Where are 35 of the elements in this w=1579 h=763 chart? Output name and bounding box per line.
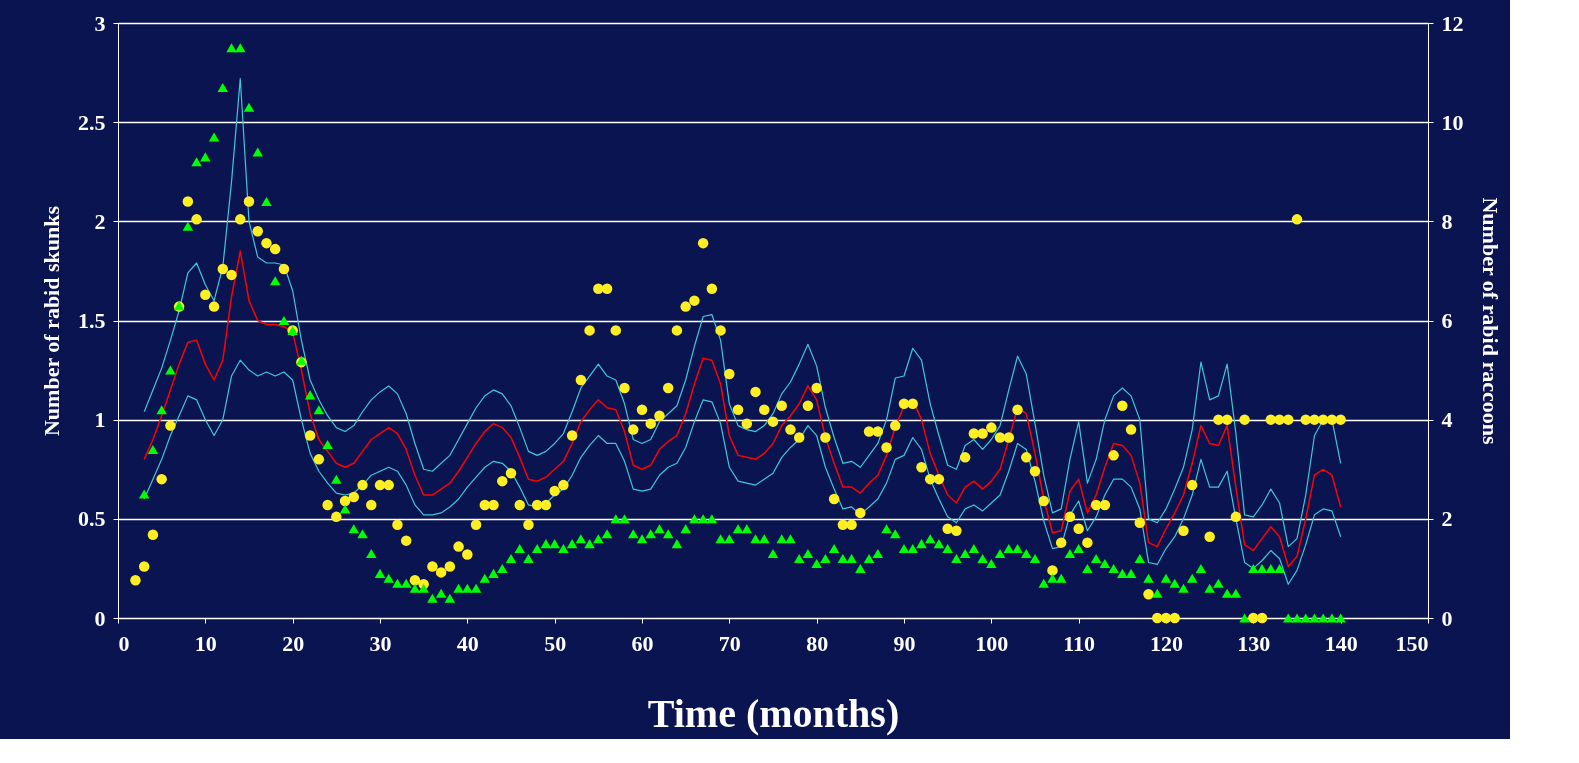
y-tick-label: 1	[94, 407, 106, 433]
y-tick-label: 3	[94, 10, 106, 36]
y2-tick-label: 4	[1441, 407, 1453, 433]
x-axis-title: Time (months)	[647, 690, 900, 736]
y-tick-label: 0.5	[78, 506, 106, 532]
y-tick-label: 2	[94, 208, 106, 234]
x-tick-label: 110	[1063, 630, 1096, 656]
y-tick-label: 1.5	[78, 308, 106, 333]
x-tick-label: 90	[893, 630, 916, 656]
x-tick-label: 120	[1150, 630, 1183, 656]
y2-tick-label: 10	[1441, 109, 1464, 135]
x-tick-label: 140	[1324, 630, 1358, 656]
x-tick-label: 70	[718, 630, 741, 656]
x-tick-label: 80	[806, 630, 829, 656]
y-tick-label: 2.5	[78, 109, 106, 135]
x-tick-label: 150	[1395, 630, 1429, 656]
x-tick-label: 20	[282, 630, 305, 656]
y2-tick-label: 12	[1441, 10, 1464, 36]
x-tick-label: 50	[544, 630, 567, 656]
y2-tick-label: 2	[1441, 506, 1453, 532]
x-tick-label: 130	[1237, 630, 1271, 656]
x-tick-label: 100	[975, 630, 1009, 656]
y-tick-label: 0	[94, 605, 106, 631]
y2-tick-label: 8	[1441, 208, 1453, 234]
y2-axis-title: Number of rabid raccoons	[1477, 197, 1503, 445]
x-tick-label: 0	[118, 630, 130, 656]
line-series	[143, 250, 1342, 568]
y2-tick-label: 0	[1441, 605, 1453, 631]
x-tick-label: 10	[194, 630, 217, 656]
x-tick-label: 60	[631, 630, 654, 656]
y-axis-title: Number of rabid skunks	[39, 205, 64, 437]
x-tick-label: 30	[369, 630, 392, 656]
line-series	[143, 77, 1342, 548]
x-tick-label: 40	[456, 630, 479, 656]
y2-tick-label: 6	[1441, 308, 1453, 333]
